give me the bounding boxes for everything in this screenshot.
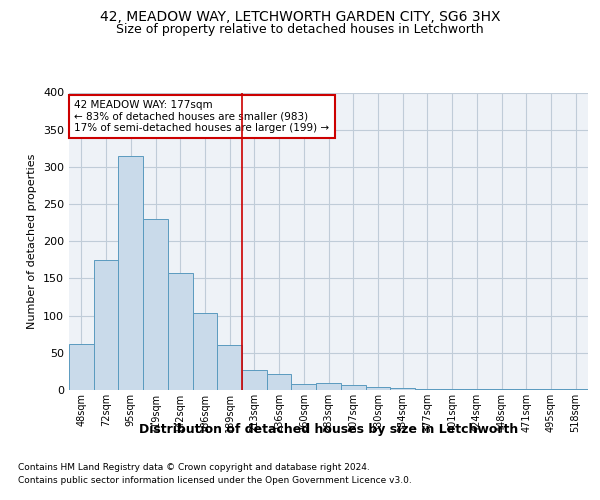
Bar — [217, 344, 242, 390]
Bar — [415, 388, 440, 390]
Text: Distribution of detached houses by size in Letchworth: Distribution of detached houses by size … — [139, 422, 518, 436]
Bar — [143, 219, 168, 390]
Bar — [242, 370, 267, 390]
Bar — [168, 273, 193, 390]
Bar — [341, 385, 365, 390]
Bar — [193, 314, 217, 390]
Text: 42 MEADOW WAY: 177sqm
← 83% of detached houses are smaller (983)
17% of semi-det: 42 MEADOW WAY: 177sqm ← 83% of detached … — [74, 100, 329, 133]
Text: Size of property relative to detached houses in Letchworth: Size of property relative to detached ho… — [116, 22, 484, 36]
Text: 42, MEADOW WAY, LETCHWORTH GARDEN CITY, SG6 3HX: 42, MEADOW WAY, LETCHWORTH GARDEN CITY, … — [100, 10, 500, 24]
Bar — [292, 384, 316, 390]
Bar — [365, 387, 390, 390]
Y-axis label: Number of detached properties: Number of detached properties — [28, 154, 37, 329]
Bar — [267, 374, 292, 390]
Bar — [316, 384, 341, 390]
Bar — [69, 344, 94, 390]
Bar — [118, 156, 143, 390]
Bar — [94, 260, 118, 390]
Text: Contains HM Land Registry data © Crown copyright and database right 2024.: Contains HM Land Registry data © Crown c… — [18, 462, 370, 471]
Bar — [390, 388, 415, 390]
Text: Contains public sector information licensed under the Open Government Licence v3: Contains public sector information licen… — [18, 476, 412, 485]
